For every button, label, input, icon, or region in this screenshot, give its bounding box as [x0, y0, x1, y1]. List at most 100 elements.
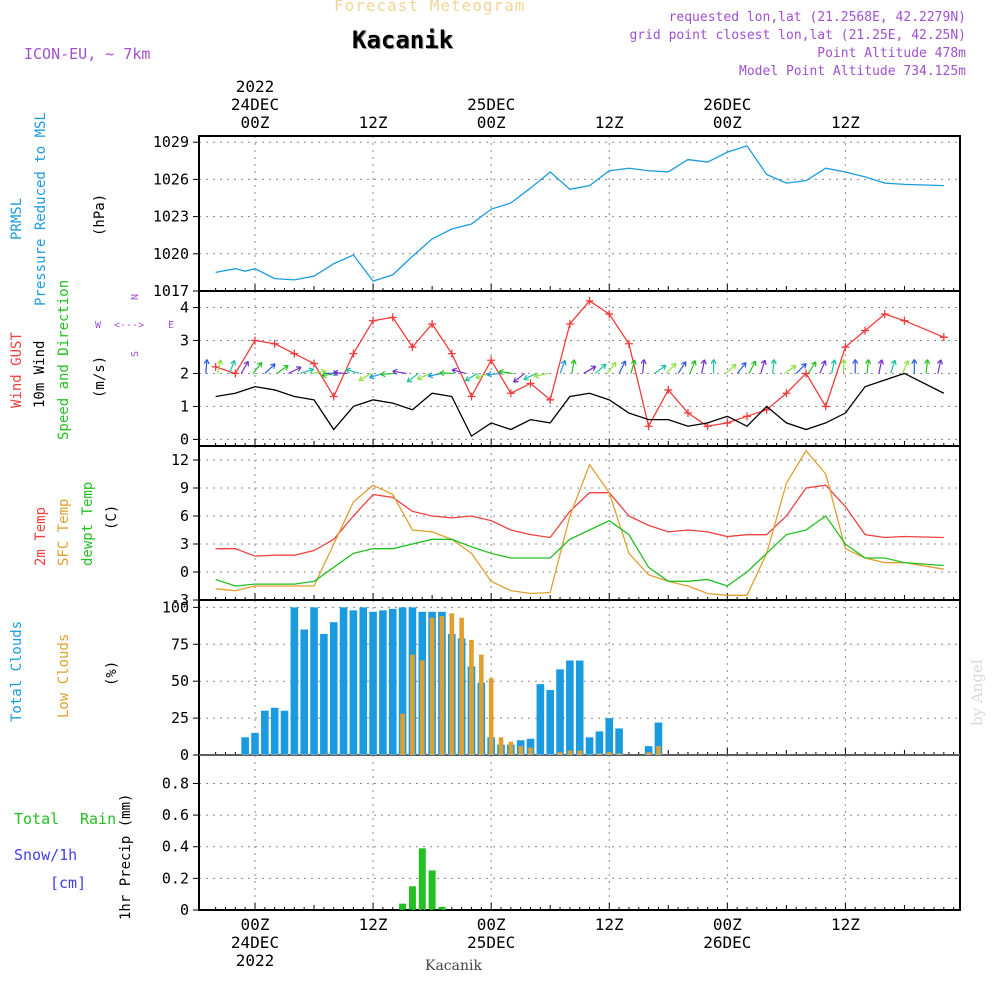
wind-direction-arrow — [831, 359, 836, 374]
wind-arrow-head — [283, 364, 289, 371]
gust-marker — [388, 313, 397, 322]
wind-direction-arrow — [771, 359, 775, 374]
wind-arrow-head — [270, 363, 276, 369]
wind-arrow-head — [513, 377, 519, 383]
total-cloud-bar — [575, 660, 584, 755]
wind-direction-arrow — [228, 360, 236, 374]
wind-arrow-head — [865, 359, 872, 365]
wind-direction-arrow — [595, 363, 607, 374]
wind-arrow-head — [710, 359, 717, 365]
wind-arrow-head — [671, 362, 677, 369]
bottom-hour-label: 00Z — [241, 915, 270, 934]
rain-bar — [438, 906, 446, 910]
wind-arrow-head — [830, 359, 837, 365]
wind-direction-arrow — [276, 365, 289, 374]
total-cloud-bar — [526, 738, 535, 755]
wind-direction-arrow — [380, 372, 395, 375]
y-tick-label: 50 — [171, 672, 189, 690]
wind-arrow-head — [416, 374, 423, 381]
footer-station: Kacanik — [425, 958, 482, 974]
wind-arrow-head — [498, 368, 504, 376]
wind-arrow-head — [406, 377, 413, 383]
compass-e: E — [168, 320, 175, 331]
requested-coords: requested lon,lat (21.2568E, 42.2279N) — [668, 10, 966, 25]
y-tick-label: 12 — [171, 451, 189, 469]
wind-direction-arrow — [264, 363, 276, 374]
total-cloud-bar — [300, 629, 308, 755]
y-tick-label: 0 — [180, 746, 189, 764]
dewpt-line — [215, 515, 944, 587]
wind-direction-arrow — [406, 372, 419, 383]
low-cloud-bar — [508, 741, 514, 755]
y-tick-label: 0 — [180, 430, 189, 448]
wind-arrow-head — [243, 360, 249, 367]
gust-marker — [310, 359, 319, 368]
wind-direction-arrow — [465, 372, 478, 382]
wind-direction-arrow — [878, 359, 883, 374]
wind-arrow-head — [358, 375, 365, 382]
wind-direction-arrow — [392, 370, 407, 375]
y-tick-label: 0.8 — [162, 774, 189, 792]
wind-arrow-head — [570, 359, 577, 365]
bottom-hour-label: 00Z — [713, 915, 742, 934]
super-title: Forecast Meteogram — [334, 0, 526, 15]
y-tick-label: 0.4 — [162, 838, 189, 856]
wind-direction-arrow — [642, 359, 645, 374]
wind-arrow-head — [660, 364, 667, 371]
wind-arrow-head — [321, 372, 327, 379]
total-cloud-bar — [270, 707, 279, 755]
gust-marker — [251, 336, 259, 345]
gust-marker — [290, 349, 299, 358]
gust-marker — [428, 319, 437, 328]
total-cloud-bar — [241, 737, 249, 755]
low-cloud-bar — [597, 753, 602, 755]
wind-arrow-head — [486, 371, 492, 378]
compass-arrow: <---> — [114, 320, 145, 331]
point-altitude: Point Altitude 478m — [817, 46, 966, 61]
total-cloud-bar — [349, 610, 358, 755]
wind-arrow-head — [741, 362, 747, 368]
wind-direction-arrow — [417, 372, 431, 380]
wind-arrow-head — [731, 363, 737, 370]
gust-line — [215, 300, 945, 429]
gust-marker — [565, 319, 574, 328]
gust-marker — [546, 395, 555, 404]
wind-direction-arrow — [451, 369, 466, 375]
top-hour-label: 00Z — [477, 113, 506, 132]
top-hour-label: 12Z — [831, 113, 860, 132]
wind-arrow-head — [439, 369, 445, 377]
low-cloud-bar — [449, 613, 455, 755]
precip-rain-label: Rain — [80, 810, 117, 828]
total-cloud-bar — [251, 732, 259, 755]
total-cloud-bar — [359, 607, 368, 755]
wind-arrow-head — [534, 372, 540, 379]
wind-direction-arrow — [487, 372, 502, 376]
y-tick-label: 3 — [180, 331, 189, 349]
gust-marker — [605, 310, 614, 319]
y-tick-label: 2 — [180, 364, 189, 382]
total-cloud-bar — [536, 684, 545, 755]
wind-direction-arrow — [571, 359, 575, 374]
gust-marker — [231, 369, 240, 378]
top-year-label: 2022 — [236, 77, 275, 96]
gust-marker — [939, 333, 948, 342]
wind-direction-arrow — [252, 362, 263, 374]
total-cloud-bar — [261, 710, 269, 755]
wind-direction-arrow — [288, 366, 302, 374]
wind-direction-arrow — [618, 360, 626, 374]
wind-direction-arrow — [559, 360, 566, 374]
y-tick-label: 0.2 — [162, 869, 189, 887]
wind-arrow-head — [345, 367, 351, 374]
gust-marker — [487, 356, 496, 365]
bottom-date-label: 26DEC — [703, 933, 751, 952]
total-cloud-bar — [585, 737, 594, 755]
y-tick-label: 1017 — [153, 282, 189, 300]
rain-bar — [408, 886, 416, 910]
wind-direction-arrow — [606, 362, 617, 374]
low-cloud-bar — [469, 639, 474, 755]
wind-arrow-head — [680, 361, 687, 367]
wind-arrow-head — [811, 361, 817, 367]
wind-direction-arrow — [311, 370, 326, 375]
wind-direction-arrow — [583, 365, 597, 374]
bottom-date-label: 24DEC — [231, 933, 279, 952]
